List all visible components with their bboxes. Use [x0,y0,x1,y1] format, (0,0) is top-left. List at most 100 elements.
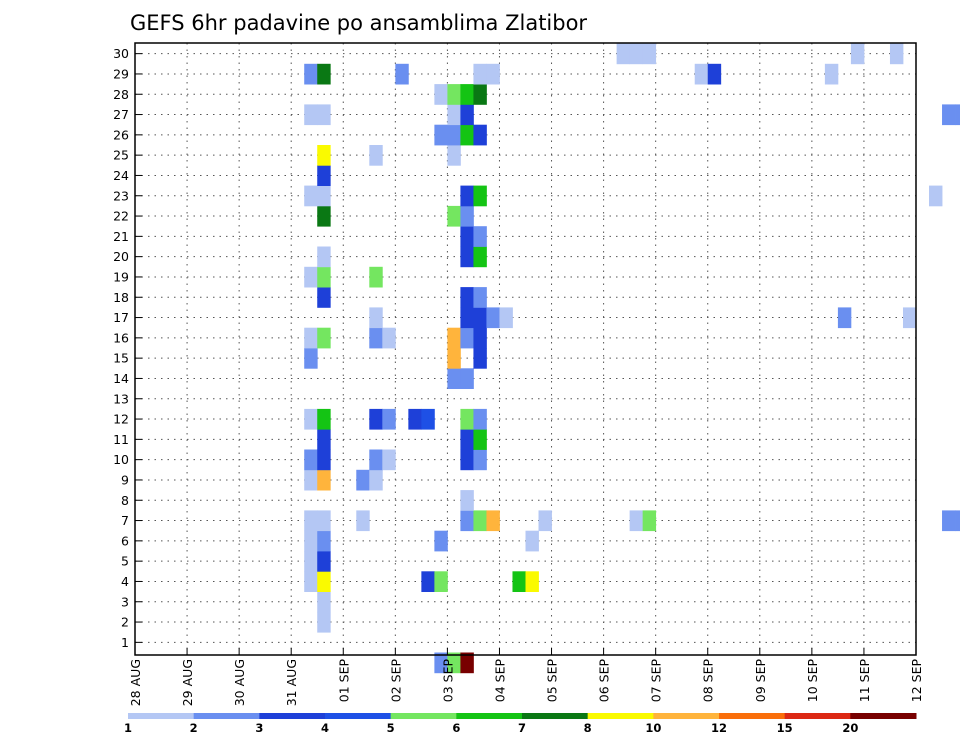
x-tick-label: 01 SEP [336,659,351,703]
heatmap-cell [317,104,331,126]
heatmap-cell [421,571,435,592]
heatmap-cell [460,652,474,674]
heatmap-cell [473,449,487,471]
heatmap-cell [317,469,331,491]
heatmap-cell [369,449,383,471]
heatmap-cell [447,124,461,146]
heatmap-cell [473,287,487,308]
colorbar-label: 10 [645,721,661,735]
heatmap-cell [356,469,370,491]
heatmap-cell [304,510,318,532]
y-tick-label: 28 [113,87,129,102]
y-tick-label: 12 [113,412,129,427]
x-tick-label: 09 SEP [753,659,768,703]
x-tick-label: 05 SEP [545,659,560,703]
y-tick-label: 19 [113,269,129,284]
heatmap-cell [447,84,461,105]
heatmap-cell [317,63,331,85]
heatmap-cell [369,266,383,288]
heatmap-cell [460,307,474,329]
heatmap-cell [304,449,318,471]
colorbar-swatch [784,713,851,719]
heatmap-cell [889,43,904,65]
y-tick-label: 18 [113,290,129,305]
heatmap-cell [942,104,956,126]
heatmap-cell [317,185,331,207]
y-tick-label: 30 [113,46,129,61]
grid-lines [134,43,917,655]
y-tick-label: 13 [113,391,129,406]
colorbar-swatch [719,713,786,719]
heatmap-cell [616,43,631,65]
heatmap-cell [382,408,396,430]
heatmap-cell [434,652,448,674]
y-axis: 1234567891011121314151617181920212223242… [113,46,142,650]
heatmap-cell [317,571,331,592]
heatmap-cell [460,287,474,308]
colorbar-swatch [456,713,523,719]
colorbar-swatch [522,713,589,719]
colorbar-swatch [128,713,195,719]
heatmap-cell [629,43,644,65]
heatmap-cell [317,510,331,532]
heatmap-cell [460,408,474,430]
heatmap-cell [850,43,865,65]
heatmap-cell [642,43,657,65]
y-tick-label: 7 [121,513,129,528]
chart-title: GEFS 6hr padavine po ansamblima Zlatibor [130,11,587,35]
colorbar-label: 7 [518,721,526,735]
heatmap-cell [421,408,435,430]
heatmap-cell [929,185,943,207]
heatmap-cell [317,165,331,186]
heatmap-cell [512,571,526,592]
y-tick-label: 17 [113,310,129,325]
heatmap-cell [317,327,331,349]
heatmap-cell [382,327,396,349]
heatmap-cell [447,327,461,349]
y-tick-label: 8 [121,493,129,508]
heatmap-cell [317,266,331,288]
data-cells [304,43,960,674]
heatmap-cell [317,145,331,166]
heatmap-cell [460,490,474,511]
heatmap-cell [369,408,383,430]
x-tick-label: 08 SEP [701,659,716,703]
colorbar-label: 20 [842,721,858,735]
x-tick-label: 03 SEP [440,659,455,703]
heatmap-cell [304,469,318,491]
y-tick-label: 14 [113,371,129,386]
heatmap-cell [460,449,474,471]
colorbar-label: 2 [190,721,198,735]
y-tick-label: 24 [113,168,129,183]
heatmap-cell [395,63,409,85]
heatmap-cell [382,449,396,471]
heatmap-cell [902,307,917,329]
heatmap-cell [473,307,487,329]
y-tick-label: 15 [113,351,129,366]
heatmap-cell [486,307,500,329]
heatmap-cell [304,571,318,592]
heatmap-cell [447,205,461,227]
heatmap-cell [694,63,709,85]
heatmap-cell [460,226,474,247]
x-tick-label: 10 SEP [805,659,820,703]
x-tick-label: 07 SEP [649,659,664,703]
heatmap-cell [408,408,422,430]
heatmap-cell [473,429,487,450]
heatmap-cell [473,84,487,105]
colorbar-swatch [587,713,654,719]
heatmap-cell [473,510,487,532]
heatmap-cell [642,510,657,532]
y-tick-label: 21 [113,229,129,244]
heatmap-cell [707,63,722,85]
heatmap-cell [317,591,331,613]
heatmap-cell [486,63,500,85]
y-tick-label: 29 [113,66,129,81]
heatmap-cell [460,368,474,389]
heatmap-cell [447,104,461,126]
heatmap-cell [434,530,448,552]
y-tick-label: 16 [113,330,129,345]
heatmap-cell [460,185,474,207]
heatmap-cell [369,307,383,329]
x-tick-label: 11 SEP [857,659,872,703]
